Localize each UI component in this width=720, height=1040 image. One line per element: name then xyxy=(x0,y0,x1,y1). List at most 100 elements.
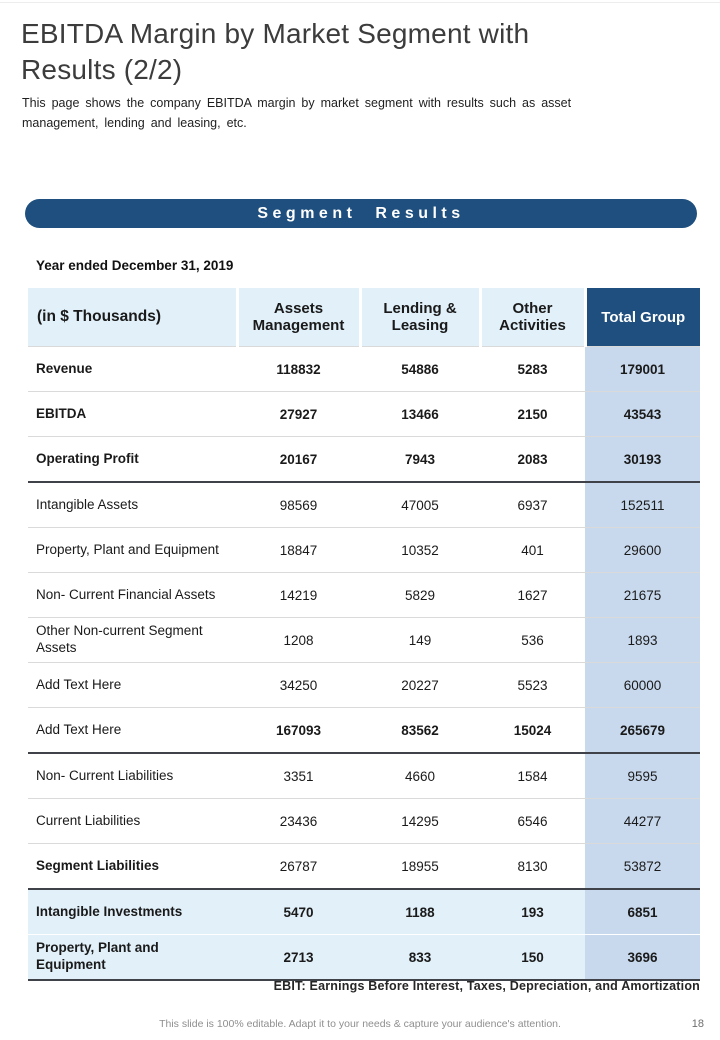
cell-value: 2150 xyxy=(480,391,585,437)
cell-value: 26787 xyxy=(237,843,360,890)
table-row: Intangible Investments 5470 1188 193 685… xyxy=(28,889,700,935)
row-label: EBITDA xyxy=(28,391,237,437)
cell-value: 14295 xyxy=(360,798,480,844)
segment-results-table: (in $ Thousands) Assets Management Lendi… xyxy=(28,288,700,981)
row-label: Non- Current Financial Assets xyxy=(28,572,237,618)
footer-note: This slide is 100% editable. Adapt it to… xyxy=(159,1018,561,1030)
row-label: Non- Current Liabilities xyxy=(28,753,237,799)
cell-value: 150 xyxy=(480,934,585,981)
row-label: Intangible Assets xyxy=(28,482,237,528)
cell-value: 20227 xyxy=(360,662,480,708)
cell-value: 23436 xyxy=(237,798,360,844)
cell-value: 833 xyxy=(360,934,480,981)
table-row: Other Non-current Segment Assets 1208 14… xyxy=(28,617,700,663)
cell-value: 54886 xyxy=(360,346,480,392)
top-divider xyxy=(0,2,720,3)
cell-value: 6937 xyxy=(480,482,585,528)
cell-value: 149 xyxy=(360,617,480,663)
cell-value: 18847 xyxy=(237,527,360,573)
cell-value-total: 152511 xyxy=(585,482,700,528)
cell-value: 7943 xyxy=(360,436,480,483)
table-row: Property, Plant and Equipment 2713 833 1… xyxy=(28,934,700,981)
row-label: Property, Plant and Equipment xyxy=(28,527,237,573)
cell-value: 5829 xyxy=(360,572,480,618)
cell-value: 27927 xyxy=(237,391,360,437)
cell-value: 1188 xyxy=(360,889,480,935)
cell-value: 1627 xyxy=(480,572,585,618)
cell-value: 98569 xyxy=(237,482,360,528)
cell-value: 15024 xyxy=(480,707,585,754)
cell-value: 5523 xyxy=(480,662,585,708)
cell-value-total: 9595 xyxy=(585,753,700,799)
cell-value-total: 29600 xyxy=(585,527,700,573)
table-row: EBITDA 27927 13466 2150 43543 xyxy=(28,391,700,437)
row-label: Current Liabilities xyxy=(28,798,237,844)
cell-value: 18955 xyxy=(360,843,480,890)
cell-value: 6546 xyxy=(480,798,585,844)
page-number: 18 xyxy=(691,1018,704,1030)
cell-value-total: 21675 xyxy=(585,572,700,618)
cell-value: 2083 xyxy=(480,436,585,483)
table-row: Add Text Here 34250 20227 5523 60000 xyxy=(28,662,700,708)
table-row: Revenue 118832 54886 5283 179001 xyxy=(28,346,700,392)
row-label: Operating Profit xyxy=(28,436,237,483)
table-row: Non- Current Financial Assets 14219 5829… xyxy=(28,572,700,618)
table-header: (in $ Thousands) Assets Management Lendi… xyxy=(28,288,700,347)
table-row: Property, Plant and Equipment 18847 1035… xyxy=(28,527,700,573)
cell-value-total: 3696 xyxy=(585,934,700,981)
cell-value: 5283 xyxy=(480,346,585,392)
cell-value-total: 43543 xyxy=(585,391,700,437)
row-label: Property, Plant and Equipment xyxy=(28,934,237,981)
table-row: Non- Current Liabilities 3351 4660 1584 … xyxy=(28,753,700,799)
cell-value-total: 44277 xyxy=(585,798,700,844)
column-header-lending-leasing: Lending & Leasing xyxy=(360,288,482,347)
cell-value-total: 53872 xyxy=(585,843,700,890)
cell-value-total: 6851 xyxy=(585,889,700,935)
period-label: Year ended December 31, 2019 xyxy=(36,258,234,273)
cell-value: 536 xyxy=(480,617,585,663)
cell-value: 8130 xyxy=(480,843,585,890)
cell-value: 10352 xyxy=(360,527,480,573)
cell-value: 118832 xyxy=(237,346,360,392)
page-title: EBITDA Margin by Market Segment with Res… xyxy=(21,16,621,89)
page-title-line2: Results (2/2) xyxy=(21,54,183,86)
table-body: Revenue 118832 54886 5283 179001 EBITDA … xyxy=(28,346,700,981)
cell-value: 193 xyxy=(480,889,585,935)
ebit-footnote: EBIT: Earnings Before Interest, Taxes, D… xyxy=(273,979,700,993)
cell-value: 167093 xyxy=(237,707,360,754)
segment-results-banner: Segment Results xyxy=(25,199,697,228)
page-subtitle-line2: management, lending and leasing, etc. xyxy=(22,116,247,130)
row-label: Intangible Investments xyxy=(28,889,237,935)
row-label: Segment Liabilities xyxy=(28,843,237,890)
cell-value-total: 60000 xyxy=(585,662,700,708)
cell-value: 401 xyxy=(480,527,585,573)
page-title-line1: EBITDA Margin by Market Segment with xyxy=(21,18,530,49)
cell-value-total: 265679 xyxy=(585,707,700,754)
cell-value: 2713 xyxy=(237,934,360,981)
column-header-total-group: Total Group xyxy=(585,288,700,347)
cell-value-total: 179001 xyxy=(585,346,700,392)
cell-value: 3351 xyxy=(237,753,360,799)
table-header-row: (in $ Thousands) Assets Management Lendi… xyxy=(28,288,700,347)
cell-value: 4660 xyxy=(360,753,480,799)
table-row: Add Text Here 167093 83562 15024 265679 xyxy=(28,707,700,754)
row-label: Add Text Here xyxy=(28,707,237,754)
cell-value: 83562 xyxy=(360,707,480,754)
row-label: Other Non-current Segment Assets xyxy=(28,617,237,663)
column-header-assets-management: Assets Management xyxy=(237,288,362,347)
table-row: Operating Profit 20167 7943 2083 30193 xyxy=(28,436,700,483)
cell-value-total: 1893 xyxy=(585,617,700,663)
cell-value: 14219 xyxy=(237,572,360,618)
banner-label: Segment Results xyxy=(257,204,465,222)
row-label: Add Text Here xyxy=(28,662,237,708)
cell-value: 13466 xyxy=(360,391,480,437)
cell-value: 47005 xyxy=(360,482,480,528)
page-subtitle: This page shows the company EBITDA margi… xyxy=(22,93,592,133)
column-header-other-activities: Other Activities xyxy=(480,288,587,347)
unit-header: (in $ Thousands) xyxy=(28,288,239,347)
table-row: Current Liabilities 23436 14295 6546 442… xyxy=(28,798,700,844)
table-row: Intangible Assets 98569 47005 6937 15251… xyxy=(28,482,700,528)
row-label: Revenue xyxy=(28,346,237,392)
page-subtitle-line1: This page shows the company EBITDA margi… xyxy=(22,96,572,110)
